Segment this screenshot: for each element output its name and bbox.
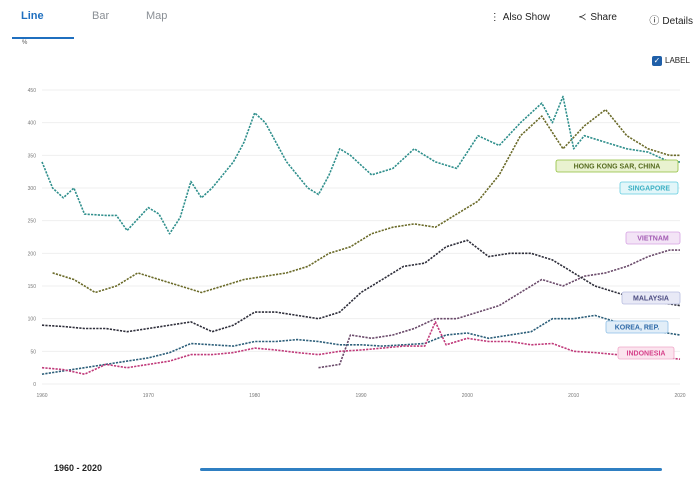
y-tick-label: 250 — [28, 219, 37, 225]
series-label-box — [617, 346, 675, 360]
y-tick-label: 400 — [28, 121, 37, 127]
y-tick-label: 0 — [33, 382, 36, 388]
x-tick-label: 1980 — [249, 393, 260, 399]
share-label: Share — [590, 12, 617, 23]
series-label: MALAYSIA — [633, 296, 669, 303]
x-tick-label: 2000 — [462, 393, 473, 399]
also-show-label: Also Show — [502, 12, 550, 23]
series-label-box — [555, 159, 679, 173]
series-line — [41, 239, 681, 333]
series-line — [52, 108, 680, 294]
active-tab-indicator — [12, 37, 74, 39]
y-tick-label: 350 — [28, 153, 37, 159]
y-tick-label: 450 — [28, 88, 37, 94]
y-tick-label: 200 — [28, 251, 37, 257]
series-label-box — [605, 320, 669, 334]
share-button[interactable]: ≺ Share — [577, 12, 617, 23]
tab-bar[interactable]: Bar — [92, 10, 110, 22]
x-tick-label: 2020 — [674, 393, 685, 399]
series-label: HONG KONG SAR, CHINA — [574, 164, 661, 171]
labels-toggle-label: LABEL — [665, 56, 690, 66]
y-tick-label: 150 — [28, 284, 37, 290]
series-line — [41, 321, 681, 375]
series-label: INDONESIA — [627, 351, 666, 358]
tab-line[interactable]: Line — [21, 10, 44, 22]
series-line — [41, 95, 680, 235]
labels-toggle[interactable]: ✓ LABEL — [652, 52, 690, 66]
series-label: KOREA, REP. — [615, 325, 660, 332]
x-tick-label: 1970 — [143, 393, 154, 399]
series-line — [41, 314, 681, 375]
more-vertical-icon: ⋮ — [489, 12, 500, 23]
x-tick-label: 1960 — [36, 393, 47, 399]
details-label: Details — [662, 16, 693, 27]
checkbox-checked-icon: ✓ — [652, 55, 662, 66]
x-tick-label: 1990 — [355, 393, 366, 399]
y-axis-unit: % — [22, 40, 28, 46]
series-label-box — [621, 291, 681, 305]
y-tick-label: 100 — [28, 317, 37, 323]
y-tick-label: 300 — [28, 186, 37, 192]
year-range-label: 1960 - 2020 — [54, 463, 103, 473]
details-button[interactable]: ⓘ Details — [649, 12, 693, 27]
chart-type-tabs: Line Bar Map — [0, 0, 260, 40]
series-label-box — [619, 181, 679, 195]
series-label: VIETNAM — [637, 236, 669, 243]
also-show-button[interactable]: ⋮ Also Show — [490, 12, 550, 23]
info-icon: ⓘ — [649, 16, 660, 27]
year-range-slider[interactable] — [200, 468, 662, 471]
tab-map[interactable]: Map — [146, 10, 168, 22]
x-tick-label: 2010 — [568, 393, 579, 399]
series-label-box — [625, 231, 681, 245]
share-icon: ≺ — [578, 12, 587, 23]
series-label: SINGAPORE — [628, 186, 670, 193]
y-tick-label: 50 — [30, 349, 36, 355]
